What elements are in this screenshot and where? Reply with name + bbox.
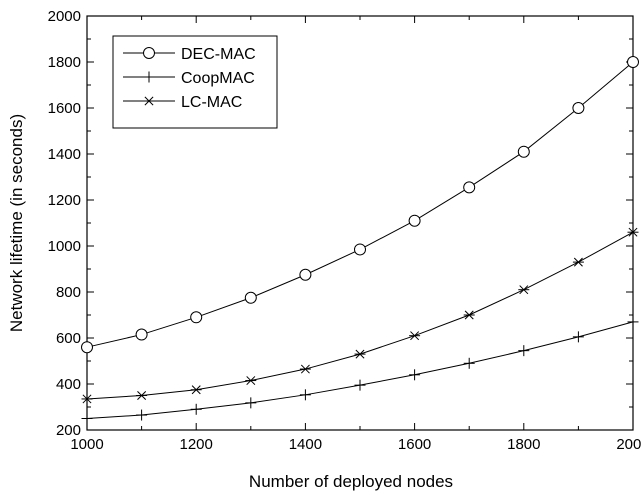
- data-point-coopmac: [245, 397, 257, 409]
- data-point-dec-mac: [81, 341, 93, 354]
- x-tick-label: 1000: [70, 436, 103, 453]
- x-tick-label: 1200: [180, 436, 213, 453]
- legend: DEC-MAC CoopMAC LC-MAC: [112, 35, 278, 129]
- axis-ticks: 1000 1200 1400 1600 1800 2000 200 400 600 800 1000…: [48, 8, 641, 453]
- data-point-coopmac: [299, 389, 311, 401]
- data-point-coopmac: [190, 403, 202, 415]
- x-tick-label: 1600: [398, 436, 431, 453]
- data-point-dec-mac: [354, 243, 366, 256]
- legend-item-dec-mac: DEC-MAC: [123, 46, 256, 63]
- legend-marker: [143, 96, 155, 106]
- y-tick-label: 2000: [48, 8, 81, 25]
- data-point-lc-mac: [463, 310, 475, 320]
- y-tick-label: 1800: [48, 54, 81, 71]
- x-tick-label: 1800: [507, 436, 540, 453]
- y-tick-label: 1000: [48, 238, 81, 255]
- y-tick-label: 400: [56, 376, 81, 393]
- data-point-coopmac: [354, 379, 366, 391]
- data-point-lc-mac: [299, 364, 311, 374]
- data-point-dec-mac: [517, 145, 530, 158]
- data-point-lc-mac: [81, 394, 93, 404]
- x-tick-label: 1400: [289, 436, 322, 453]
- x-tick-label: 2000: [616, 436, 641, 453]
- series-line-coopmac: [86, 321, 634, 419]
- data-point-dec-mac: [408, 214, 421, 227]
- y-tick-label: 200: [56, 422, 81, 439]
- data-point-lc-mac: [354, 349, 366, 359]
- legend-label: LC-MAC: [181, 94, 242, 111]
- legend-item-coopmac: CoopMAC: [123, 70, 255, 87]
- series-dec-mac: [81, 56, 639, 354]
- data-point-lc-mac: [245, 376, 257, 386]
- y-tick-label: 1400: [48, 146, 81, 163]
- x-axis-title: Number of deployed nodes: [249, 472, 453, 491]
- y-tick-label: 1200: [48, 192, 81, 209]
- legend-marker: [143, 47, 155, 59]
- data-point-dec-mac: [244, 291, 257, 304]
- data-point-coopmac: [81, 413, 93, 424]
- series-line-lc-mac: [86, 231, 634, 400]
- data-point-coopmac: [409, 369, 421, 381]
- data-point-lc-mac: [136, 391, 148, 400]
- data-point-lc-mac: [572, 257, 584, 267]
- legend-label: CoopMAC: [181, 70, 255, 87]
- legend-item-lc-mac: LC-MAC: [123, 94, 242, 111]
- y-tick-label: 600: [56, 330, 81, 347]
- data-point-dec-mac: [463, 181, 476, 194]
- data-point-dec-mac: [572, 102, 585, 114]
- data-point-dec-mac: [135, 328, 148, 341]
- series-lc-mac: [81, 227, 639, 404]
- series-layer: [81, 56, 639, 424]
- data-point-dec-mac: [299, 268, 312, 281]
- data-point-lc-mac: [409, 331, 421, 341]
- y-tick-label: 800: [56, 284, 81, 301]
- data-point-coopmac: [136, 409, 148, 421]
- series-coopmac: [81, 316, 639, 424]
- data-point-coopmac: [518, 345, 530, 357]
- data-point-dec-mac: [627, 56, 639, 68]
- data-point-lc-mac: [627, 227, 639, 237]
- legend-marker: [143, 71, 155, 83]
- data-point-coopmac: [463, 357, 475, 369]
- data-point-lc-mac: [190, 385, 202, 395]
- legend-box: [112, 35, 278, 129]
- data-point-coopmac: [627, 316, 639, 328]
- data-point-dec-mac: [190, 311, 203, 324]
- y-axis-title: Network lifetime (in seconds): [7, 114, 26, 332]
- legend-items: DEC-MAC CoopMAC LC-MAC: [123, 46, 256, 111]
- y-tick-label: 1600: [48, 100, 81, 117]
- data-point-coopmac: [572, 331, 584, 343]
- data-point-lc-mac: [518, 285, 530, 295]
- legend-label: DEC-MAC: [181, 46, 256, 63]
